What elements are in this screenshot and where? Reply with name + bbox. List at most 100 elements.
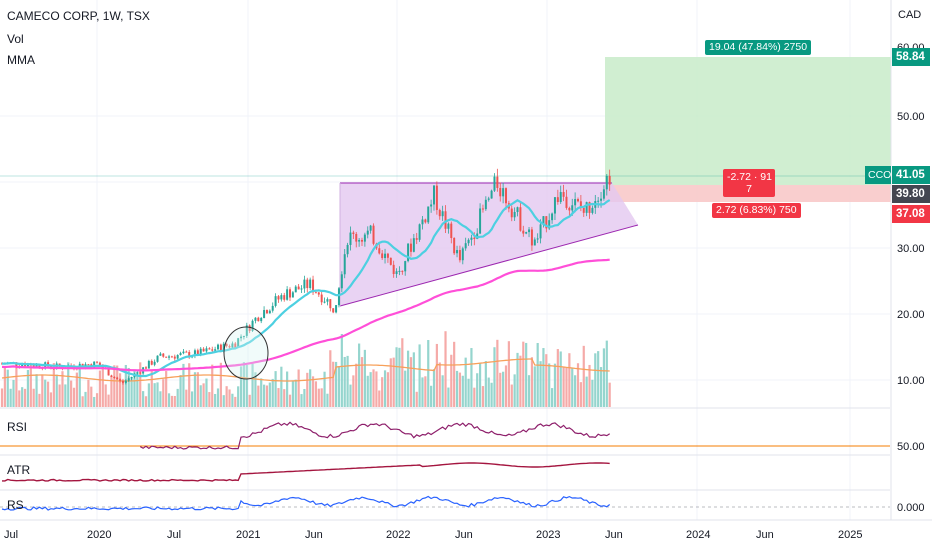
candle-body bbox=[435, 185, 438, 210]
volume-bar bbox=[430, 385, 433, 407]
volume-bar bbox=[519, 355, 522, 407]
volume-bar bbox=[300, 394, 303, 407]
volume-bar bbox=[277, 388, 280, 407]
volume-bar bbox=[144, 396, 148, 407]
support-line[interactable] bbox=[339, 224, 639, 307]
chart-title[interactable]: CAMECO CORP, 1W, TSX bbox=[7, 9, 150, 23]
volume-bar bbox=[565, 367, 568, 407]
candle-body bbox=[297, 286, 300, 290]
candle-body bbox=[208, 348, 211, 350]
candle-body bbox=[588, 202, 591, 213]
volume-bar bbox=[455, 370, 459, 407]
candle-body bbox=[170, 356, 173, 358]
volume-bar bbox=[588, 364, 591, 407]
volume-bar bbox=[75, 372, 78, 407]
volume-bar bbox=[461, 375, 464, 407]
volume-bar bbox=[487, 377, 490, 407]
position-center-line1: -2.72 · 91 bbox=[727, 171, 772, 183]
candle-body bbox=[303, 279, 306, 289]
candle-body bbox=[605, 175, 608, 190]
volume-bar bbox=[136, 371, 139, 407]
candle-body bbox=[326, 299, 329, 302]
candle-body bbox=[320, 294, 323, 303]
x-tick-jun-2023: Jun bbox=[605, 529, 623, 541]
candle-body bbox=[188, 352, 191, 358]
candle-body bbox=[96, 361, 99, 363]
volume-bar bbox=[562, 366, 565, 407]
stop-label[interactable]: 2.72 (6.83%) 750 bbox=[712, 203, 801, 218]
volume-ma-line bbox=[1, 358, 610, 382]
moving-averages bbox=[1, 199, 611, 378]
volume-bar bbox=[216, 388, 220, 407]
breakout-circle[interactable] bbox=[223, 326, 269, 380]
volume-bar bbox=[550, 388, 554, 407]
volume-bar bbox=[504, 365, 508, 407]
rsi-legend[interactable]: RSI bbox=[7, 420, 28, 434]
volume-bar bbox=[311, 376, 315, 407]
stop-price-tag: 37.08 bbox=[892, 205, 930, 223]
volume-bar bbox=[435, 343, 438, 407]
volume-bar bbox=[574, 375, 577, 407]
candle-body bbox=[306, 279, 309, 289]
volume-bar bbox=[268, 382, 271, 407]
atr-legend[interactable]: ATR bbox=[7, 463, 31, 477]
candle-body bbox=[217, 344, 219, 350]
target-zone[interactable] bbox=[605, 57, 891, 185]
volume-bar bbox=[444, 331, 447, 407]
volume-bar bbox=[84, 391, 87, 407]
candle-body bbox=[87, 364, 90, 366]
volume-bar bbox=[432, 369, 436, 407]
candle-body bbox=[484, 199, 487, 210]
candle-body bbox=[548, 220, 551, 229]
candle-body bbox=[409, 243, 412, 252]
volume-bar bbox=[493, 347, 496, 407]
volume-bar bbox=[496, 339, 499, 407]
candle-body bbox=[32, 365, 35, 367]
volume-bar bbox=[401, 338, 404, 407]
volume-bar bbox=[0, 388, 4, 407]
candle-body bbox=[145, 367, 147, 369]
volume-bar bbox=[476, 373, 479, 407]
candle-body bbox=[366, 230, 369, 235]
candle-body bbox=[165, 356, 168, 358]
candle-body bbox=[530, 229, 533, 246]
volume-bar bbox=[153, 383, 156, 407]
volume-bar bbox=[473, 387, 476, 407]
candle-body bbox=[159, 353, 162, 356]
volume-bar bbox=[150, 371, 153, 407]
currency-label[interactable]: CAD bbox=[898, 9, 922, 21]
vol-legend[interactable]: Vol bbox=[7, 32, 24, 46]
volume-bar bbox=[404, 370, 407, 407]
rs-legend[interactable]: RS bbox=[7, 498, 24, 512]
candle-body bbox=[274, 296, 277, 306]
volume-bar bbox=[262, 384, 266, 407]
candle-body bbox=[355, 233, 358, 242]
volume-bar bbox=[556, 349, 559, 407]
candle-body bbox=[352, 232, 355, 234]
volume-bar bbox=[139, 362, 142, 407]
volume-bar bbox=[438, 362, 441, 407]
position-center-label[interactable]: -2.72 · 91 7 bbox=[723, 169, 775, 197]
volume-bar bbox=[326, 393, 329, 407]
volume-bar bbox=[21, 387, 24, 407]
volume-bar bbox=[170, 395, 174, 407]
candle-body bbox=[516, 207, 519, 212]
volume-bar bbox=[38, 393, 41, 407]
triangle-fill[interactable] bbox=[340, 183, 638, 306]
volume-bar bbox=[317, 388, 320, 407]
mma-legend[interactable]: MMA bbox=[7, 53, 35, 67]
volume-bar bbox=[162, 379, 165, 407]
candle-body bbox=[254, 317, 257, 321]
candle-body bbox=[363, 234, 366, 242]
candle-body bbox=[124, 380, 127, 383]
candle-body bbox=[251, 320, 254, 331]
volume-bar bbox=[516, 352, 519, 407]
volume-bar bbox=[481, 386, 485, 407]
symbol-tag[interactable]: CCO bbox=[865, 166, 891, 184]
volume-bar bbox=[409, 357, 413, 407]
candle-body bbox=[565, 196, 568, 208]
target-label[interactable]: 19.04 (47.84%) 2750 bbox=[705, 40, 812, 55]
volume-bar bbox=[133, 369, 136, 407]
volume-bar bbox=[70, 380, 73, 407]
